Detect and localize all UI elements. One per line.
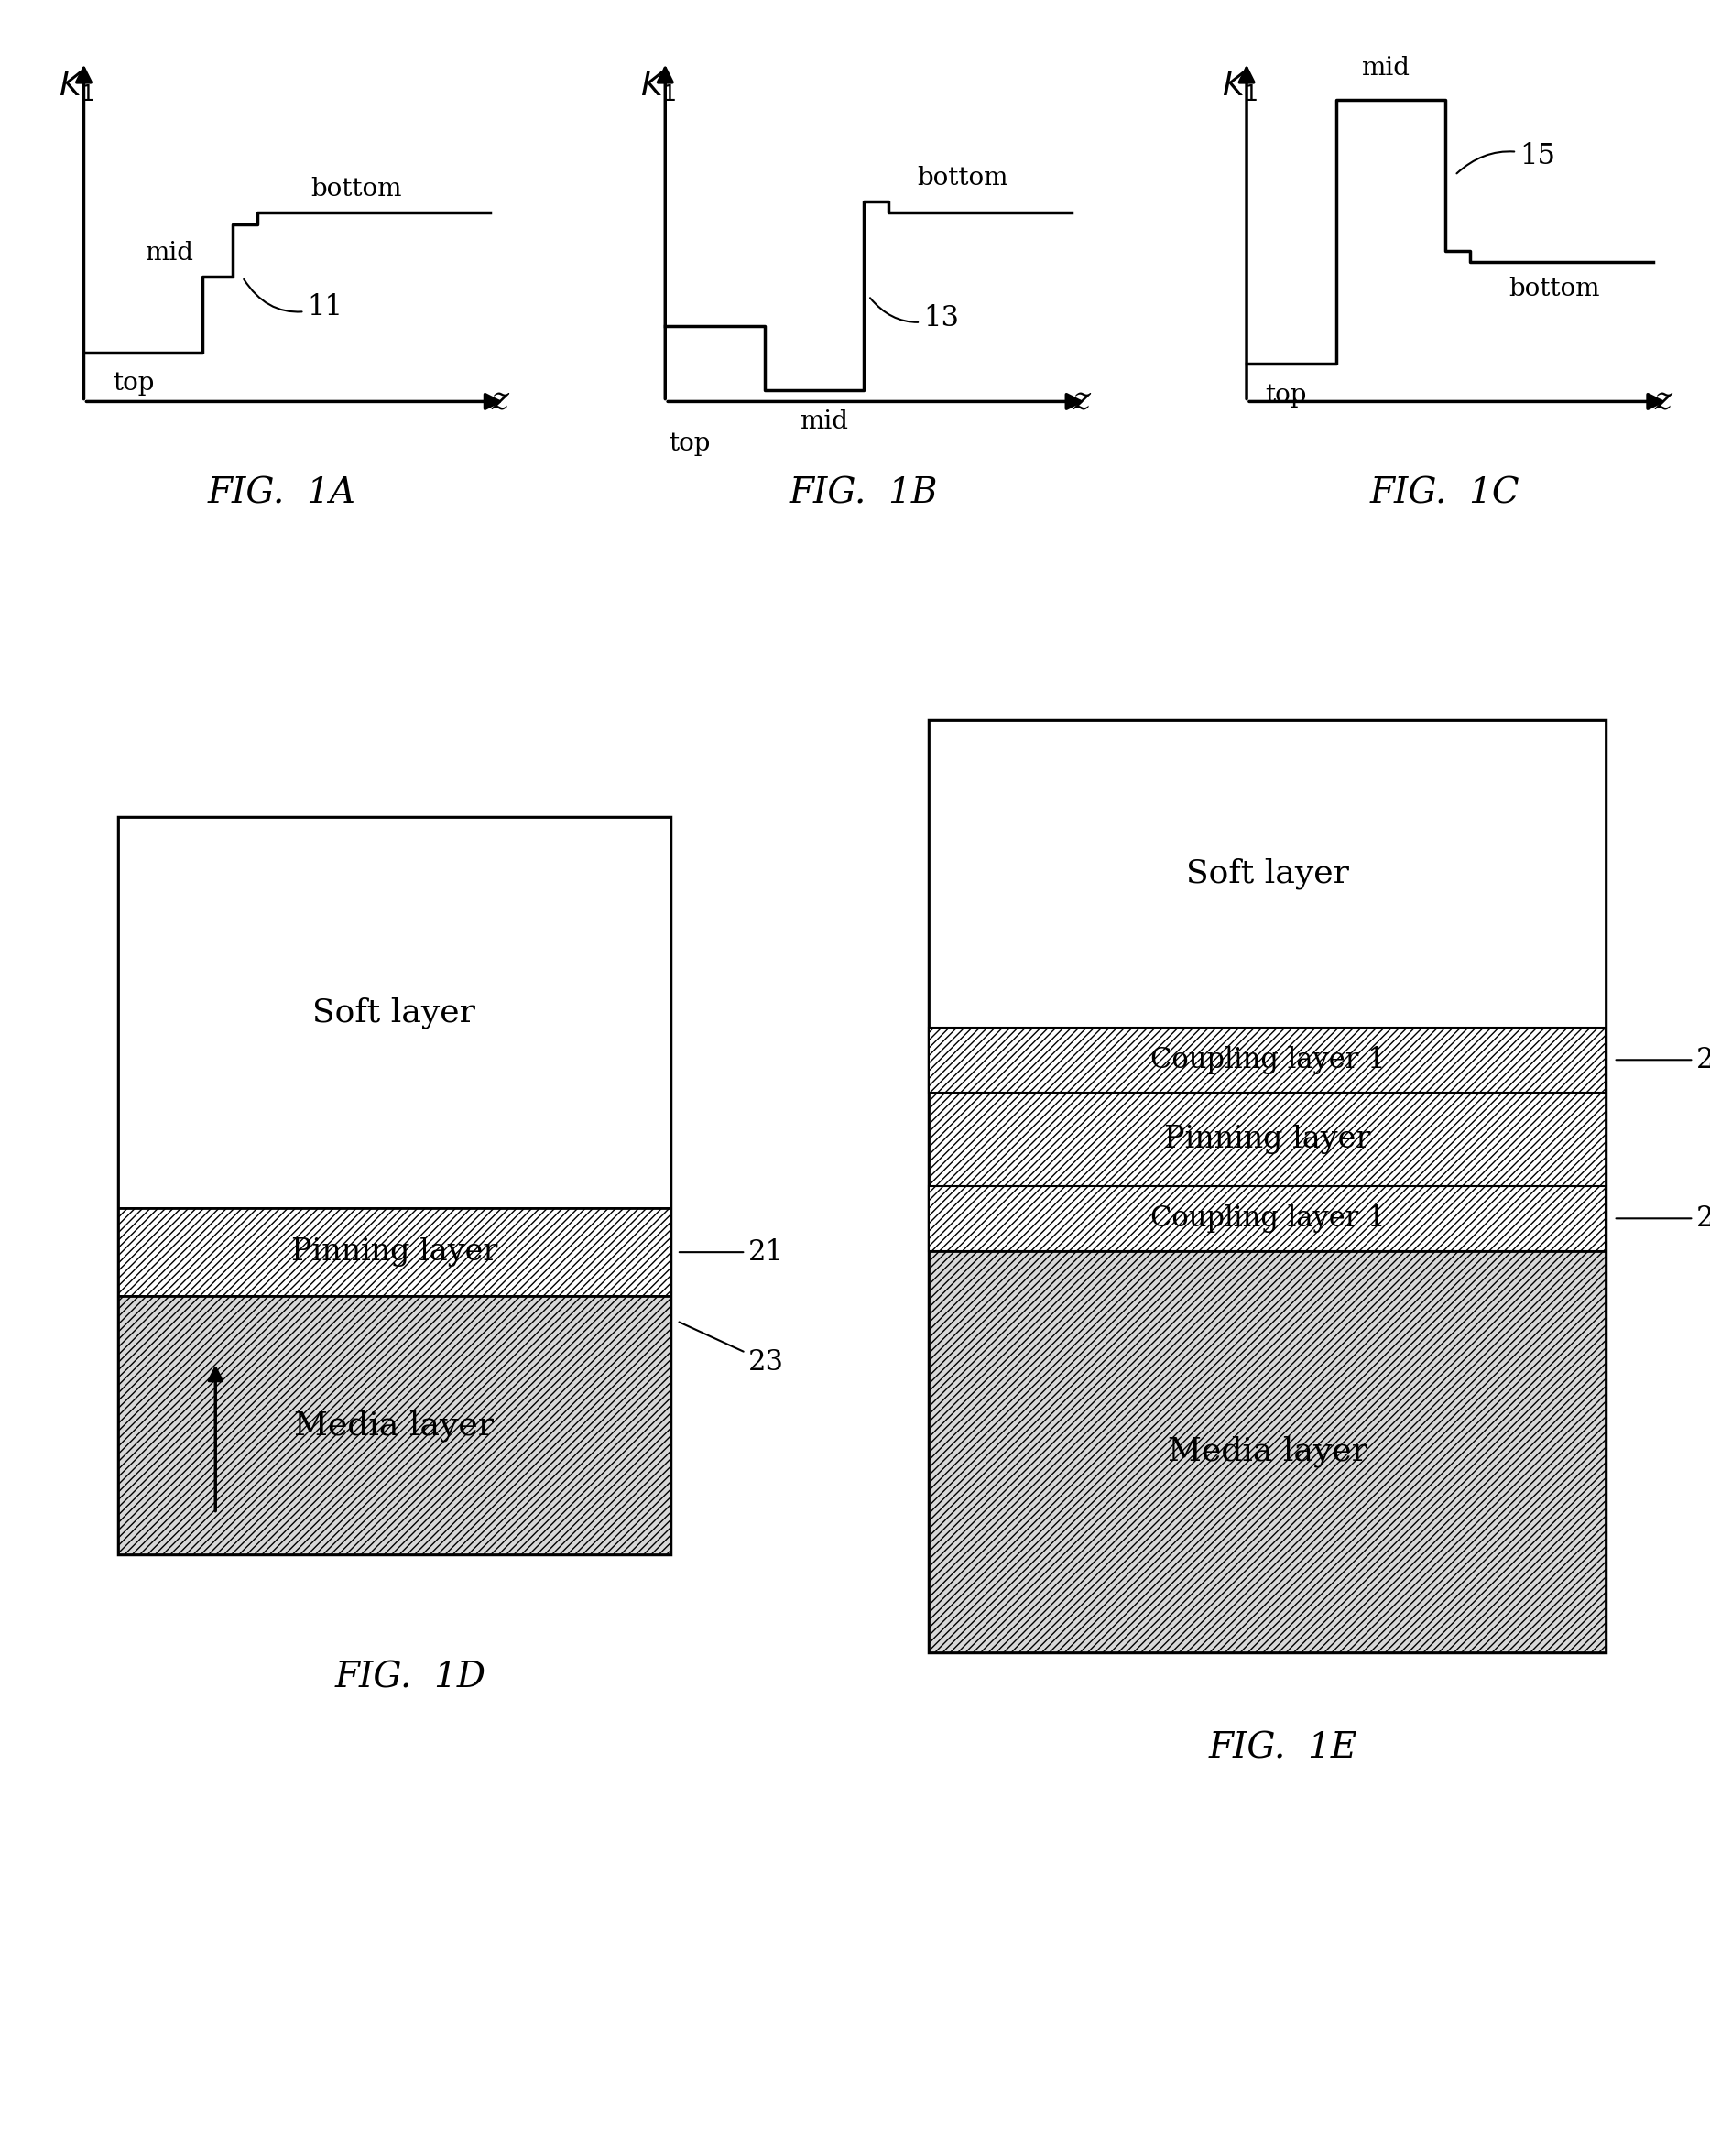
Text: top: top <box>1265 384 1306 407</box>
Text: 13: 13 <box>870 298 959 332</box>
Text: Pinning layer: Pinning layer <box>291 1238 498 1268</box>
Bar <box>929 1026 1606 1093</box>
Text: Media layer: Media layer <box>294 1410 494 1440</box>
Text: 15: 15 <box>1457 142 1554 172</box>
Text: top: top <box>113 371 154 397</box>
Text: 11: 11 <box>245 280 342 321</box>
Text: Soft layer: Soft layer <box>313 996 475 1028</box>
Text: mid: mid <box>1361 56 1409 80</box>
Text: FIG.  1A: FIG. 1A <box>209 476 356 511</box>
Text: Pinning layer: Pinning layer <box>1165 1125 1371 1153</box>
Text: Media layer: Media layer <box>1168 1436 1368 1468</box>
Text: FIG.  1B: FIG. 1B <box>788 476 939 511</box>
Text: 21: 21 <box>679 1238 783 1266</box>
Text: z: z <box>1074 386 1091 416</box>
Bar <box>118 1207 670 1296</box>
Bar <box>118 817 670 1554</box>
Text: 23: 23 <box>679 1322 783 1376</box>
Text: FIG.  1C: FIG. 1C <box>1370 476 1520 511</box>
Text: Soft layer: Soft layer <box>1187 858 1349 888</box>
Text: 25: 25 <box>1616 1046 1710 1074</box>
Bar <box>929 1186 1606 1250</box>
Text: bottom: bottom <box>917 166 1009 190</box>
Text: $K_1$: $K_1$ <box>58 69 96 103</box>
Text: z: z <box>1655 386 1672 416</box>
Text: mid: mid <box>800 410 848 433</box>
Bar <box>929 1250 1606 1651</box>
Text: bottom: bottom <box>311 177 402 203</box>
Text: mid: mid <box>144 241 193 265</box>
Text: FIG.  1D: FIG. 1D <box>335 1660 486 1695</box>
Bar <box>118 1296 670 1554</box>
Text: FIG.  1E: FIG. 1E <box>1209 1731 1356 1766</box>
Text: $K_1$: $K_1$ <box>1221 69 1259 103</box>
Text: z: z <box>492 386 510 416</box>
Text: 25: 25 <box>1616 1205 1710 1233</box>
Text: Coupling layer 1: Coupling layer 1 <box>1149 1046 1385 1074</box>
Bar <box>929 1093 1606 1186</box>
Bar <box>118 817 670 1207</box>
Text: $K_1$: $K_1$ <box>640 69 677 103</box>
Text: Coupling layer 1: Coupling layer 1 <box>1149 1205 1385 1233</box>
Text: bottom: bottom <box>1508 276 1599 302</box>
Text: top: top <box>669 431 711 457</box>
Bar <box>929 720 1606 1026</box>
